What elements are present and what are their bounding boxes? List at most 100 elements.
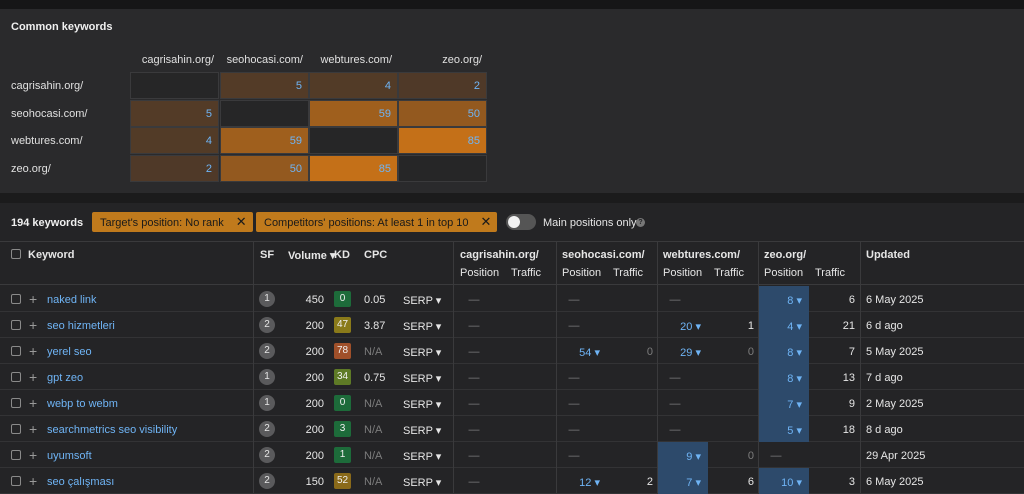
sf-badge[interactable]: 1 <box>259 369 275 385</box>
keyword-link[interactable]: uyumsoft <box>47 450 92 462</box>
row-checkbox[interactable] <box>11 476 21 486</box>
site1-position-header[interactable]: Position <box>460 267 500 279</box>
matrix-cell[interactable]: 85 <box>309 155 398 182</box>
sf-badge[interactable]: 2 <box>259 421 275 437</box>
site3-traffic-header[interactable]: Traffic <box>714 267 744 279</box>
site3-position-header[interactable]: Position <box>663 267 703 279</box>
position-value[interactable]: 20 ▾ <box>680 321 701 333</box>
row-checkbox[interactable] <box>11 372 21 382</box>
row-checkbox[interactable] <box>11 294 21 304</box>
row-checkbox[interactable] <box>11 346 21 356</box>
keyword-link[interactable]: naked link <box>47 294 97 306</box>
sf-badge[interactable]: 2 <box>259 473 275 489</box>
sf-badge[interactable]: 1 <box>259 395 275 411</box>
matrix-cell[interactable]: 59 <box>220 127 309 154</box>
table-row[interactable] <box>0 312 1024 338</box>
site1-header[interactable]: cagrisahin.org/ <box>460 249 539 261</box>
matrix-cell[interactable]: 50 <box>398 100 487 127</box>
position-value[interactable]: 9 ▾ <box>686 451 701 463</box>
matrix-cell[interactable]: 50 <box>220 155 309 182</box>
close-icon[interactable]: ✕ <box>480 214 492 229</box>
matrix-cell[interactable]: 85 <box>398 127 487 154</box>
matrix-cell[interactable]: 5 <box>130 100 219 127</box>
add-icon[interactable]: + <box>29 291 38 307</box>
position-value[interactable]: 54 ▾ <box>579 347 600 359</box>
position-value[interactable]: 7 ▾ <box>686 477 701 489</box>
matrix-cell[interactable]: 2 <box>130 155 219 182</box>
matrix-cell[interactable]: 59 <box>309 100 398 127</box>
matrix-cell[interactable]: 4 <box>130 127 219 154</box>
site3-header[interactable]: webtures.com/ <box>663 249 741 261</box>
serp-dropdown[interactable]: SERP ▾ <box>403 373 442 385</box>
sf-badge[interactable]: 2 <box>259 343 275 359</box>
serp-dropdown[interactable]: SERP ▾ <box>403 399 442 411</box>
keyword-link[interactable]: gpt zeo <box>47 372 84 384</box>
serp-dropdown[interactable]: SERP ▾ <box>403 321 442 333</box>
table-row[interactable] <box>0 338 1024 364</box>
close-icon[interactable]: ✕ <box>235 214 247 229</box>
table-row[interactable] <box>0 286 1024 312</box>
position-value[interactable]: 4 ▾ <box>787 321 802 333</box>
serp-dropdown[interactable]: SERP ▾ <box>403 477 442 489</box>
sf-badge[interactable]: 2 <box>259 317 275 333</box>
matrix-cell[interactable] <box>130 72 219 99</box>
competitors-position-filter-chip[interactable]: Competitors' positions: At least 1 in to… <box>256 212 498 232</box>
site2-traffic-header[interactable]: Traffic <box>613 267 643 279</box>
site2-header[interactable]: seohocasi.com/ <box>562 249 645 261</box>
serp-dropdown[interactable]: SERP ▾ <box>403 295 442 307</box>
add-icon[interactable]: + <box>29 395 38 411</box>
matrix-cell[interactable]: 2 <box>398 72 487 99</box>
keyword-link[interactable]: yerel seo <box>47 346 92 358</box>
volume-header[interactable]: Volume ▾ <box>288 250 336 262</box>
updated-header[interactable]: Updated <box>866 249 910 261</box>
serp-dropdown[interactable]: SERP ▾ <box>403 425 442 437</box>
site1-traffic-header[interactable]: Traffic <box>511 267 541 279</box>
matrix-cell[interactable] <box>309 127 398 154</box>
position-value[interactable]: 5 ▾ <box>787 425 802 437</box>
site2-position-header[interactable]: Position <box>562 267 602 279</box>
site4-header[interactable]: zeo.org/ <box>764 249 807 261</box>
keyword-link[interactable]: seo hizmetleri <box>47 320 115 332</box>
row-checkbox[interactable] <box>11 398 21 408</box>
position-value[interactable]: 12 ▾ <box>579 477 600 489</box>
row-checkbox[interactable] <box>11 320 21 330</box>
add-icon[interactable]: + <box>29 447 38 463</box>
site4-position-header[interactable]: Position <box>764 267 804 279</box>
keyword-link[interactable]: seo çalışması <box>47 476 115 488</box>
add-icon[interactable]: + <box>29 473 38 489</box>
target-position-filter-chip[interactable]: Target's position: No rank ✕ <box>92 212 253 232</box>
keyword-header[interactable]: Keyword <box>28 249 75 261</box>
site4-traffic-header[interactable]: Traffic <box>815 267 845 279</box>
table-row[interactable] <box>0 364 1024 390</box>
matrix-cell[interactable] <box>398 155 487 182</box>
matrix-cell[interactable]: 4 <box>309 72 398 99</box>
add-icon[interactable]: + <box>29 369 38 385</box>
matrix-cell[interactable] <box>220 100 309 127</box>
sf-header[interactable]: SF <box>260 249 275 261</box>
position-value[interactable]: 8 ▾ <box>787 373 802 385</box>
position-value[interactable]: 8 ▾ <box>787 347 802 359</box>
sf-badge[interactable]: 1 <box>259 291 275 307</box>
table-row[interactable] <box>0 416 1024 442</box>
cpc-header[interactable]: CPC <box>364 249 388 261</box>
serp-dropdown[interactable]: SERP ▾ <box>403 347 442 359</box>
position-value[interactable]: 7 ▾ <box>787 399 802 411</box>
serp-dropdown[interactable]: SERP ▾ <box>403 451 442 463</box>
matrix-cell[interactable]: 5 <box>220 72 309 99</box>
table-row[interactable] <box>0 442 1024 468</box>
position-value[interactable]: 29 ▾ <box>680 347 701 359</box>
info-icon[interactable]: ? <box>636 218 645 227</box>
add-icon[interactable]: + <box>29 343 38 359</box>
position-value[interactable]: 10 ▾ <box>781 477 802 489</box>
table-row[interactable] <box>0 390 1024 416</box>
kd-header[interactable]: KD <box>334 249 350 261</box>
main-positions-toggle[interactable] <box>506 214 536 230</box>
add-icon[interactable]: + <box>29 317 38 333</box>
keyword-link[interactable]: webp to webm <box>47 398 118 410</box>
row-checkbox[interactable] <box>11 424 21 434</box>
position-value[interactable]: 8 ▾ <box>787 295 802 307</box>
add-icon[interactable]: + <box>29 421 38 437</box>
select-all-checkbox[interactable] <box>11 249 21 259</box>
keyword-link[interactable]: searchmetrics seo visibility <box>47 424 178 436</box>
row-checkbox[interactable] <box>11 450 21 460</box>
